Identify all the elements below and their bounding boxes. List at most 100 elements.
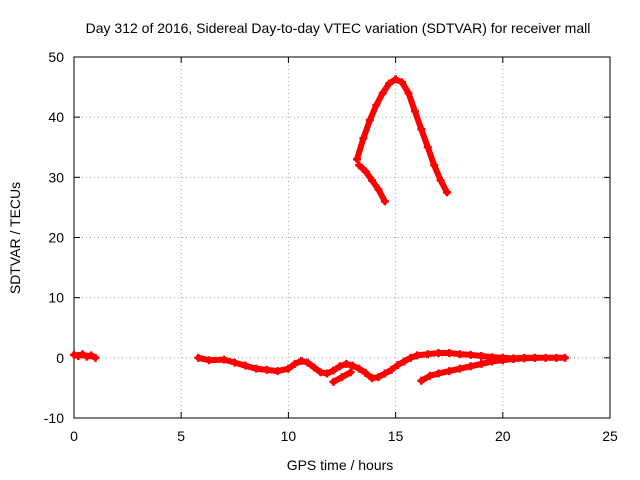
data-point: [498, 356, 507, 365]
ticks: 0 5 10 15 20 25 -10 0 10 20 30 40 50: [44, 49, 618, 444]
data-point: [436, 176, 445, 185]
data-point: [355, 161, 364, 170]
data-point: [443, 188, 452, 197]
data-points: [70, 75, 569, 386]
series-early: [70, 350, 100, 362]
data-point: [552, 353, 561, 362]
y-tick-label: 10: [48, 290, 64, 306]
x-tick-label: 20: [495, 428, 511, 444]
data-point: [477, 352, 486, 361]
x-tick-label: 25: [602, 428, 618, 444]
data-point: [241, 361, 250, 370]
data-point: [400, 357, 409, 366]
data-point: [520, 354, 529, 363]
data-point: [290, 359, 299, 368]
y-tick-label: 40: [48, 109, 64, 125]
data-point: [230, 358, 239, 367]
data-point: [406, 353, 415, 362]
data-point: [488, 357, 497, 366]
y-axis-label: SDTVAR / TECUs: [7, 182, 23, 294]
data-point: [273, 367, 282, 376]
data-point: [346, 368, 355, 377]
data-point: [423, 143, 432, 152]
data-point: [374, 185, 383, 194]
data-point: [387, 365, 396, 374]
data-point: [477, 359, 486, 368]
data-point: [297, 356, 306, 365]
x-axis-label: GPS time / hours: [287, 457, 394, 473]
data-point: [541, 353, 550, 362]
chart-title: Day 312 of 2016, Sidereal Day-to-day VTE…: [86, 20, 591, 36]
data-point: [335, 362, 344, 371]
x-tick-label: 15: [388, 428, 404, 444]
data-point: [445, 349, 454, 358]
data-point: [338, 373, 346, 382]
data-point: [417, 376, 426, 385]
data-point: [425, 371, 434, 380]
data-point: [393, 361, 402, 370]
data-point: [434, 369, 443, 378]
data-point: [74, 352, 83, 361]
data-point: [374, 373, 383, 382]
data-point: [361, 167, 370, 176]
data-point: [430, 161, 439, 170]
data-point: [398, 78, 407, 87]
data-point: [368, 176, 377, 185]
data-point: [413, 351, 422, 360]
data-point: [348, 361, 357, 370]
y-tick-label: 20: [48, 230, 64, 246]
data-point: [372, 101, 381, 110]
x-tick-label: 0: [70, 428, 78, 444]
data-point: [329, 377, 338, 386]
x-tick-label: 10: [281, 428, 297, 444]
data-point: [378, 89, 387, 98]
data-point: [359, 134, 368, 143]
data-point: [434, 349, 443, 358]
data-point: [355, 364, 364, 373]
data-point: [329, 366, 338, 375]
data-point: [252, 364, 261, 373]
grid: [74, 57, 610, 418]
data-point: [220, 355, 229, 364]
data-point: [380, 369, 389, 378]
data-point: [284, 364, 293, 373]
series-branch: [355, 161, 389, 206]
data-point: [455, 364, 464, 373]
y-tick-label: 50: [48, 49, 64, 65]
data-point: [365, 116, 374, 125]
data-point: [466, 362, 475, 371]
data-point: [91, 353, 100, 362]
data-point: [342, 359, 351, 368]
data-point: [509, 355, 518, 364]
data-point: [560, 353, 569, 362]
data-point: [423, 350, 432, 359]
data-point: [380, 197, 389, 206]
data-point: [310, 363, 319, 372]
series-late: [417, 353, 539, 385]
data-point: [410, 107, 419, 116]
data-point: [530, 353, 539, 362]
data-point: [87, 351, 96, 360]
y-tick-label: 30: [48, 169, 64, 185]
data-point: [445, 367, 454, 376]
data-point: [322, 369, 331, 378]
x-tick-label: 5: [177, 428, 185, 444]
data-point: [303, 358, 312, 367]
data-point: [78, 350, 87, 359]
y-tick-label: -10: [44, 410, 64, 426]
data-point: [404, 89, 413, 98]
series-arc: [353, 75, 452, 197]
data-point: [353, 155, 362, 164]
data-point: [194, 353, 203, 362]
data-point: [455, 350, 464, 359]
data-point: [361, 368, 370, 377]
series-main: [194, 349, 569, 383]
data-point: [385, 79, 394, 88]
data-point: [466, 350, 475, 359]
data-point: [205, 356, 214, 365]
data-point: [417, 125, 426, 134]
series-dip: [329, 368, 355, 386]
data-point: [391, 75, 400, 84]
y-tick-label: 0: [56, 350, 64, 366]
